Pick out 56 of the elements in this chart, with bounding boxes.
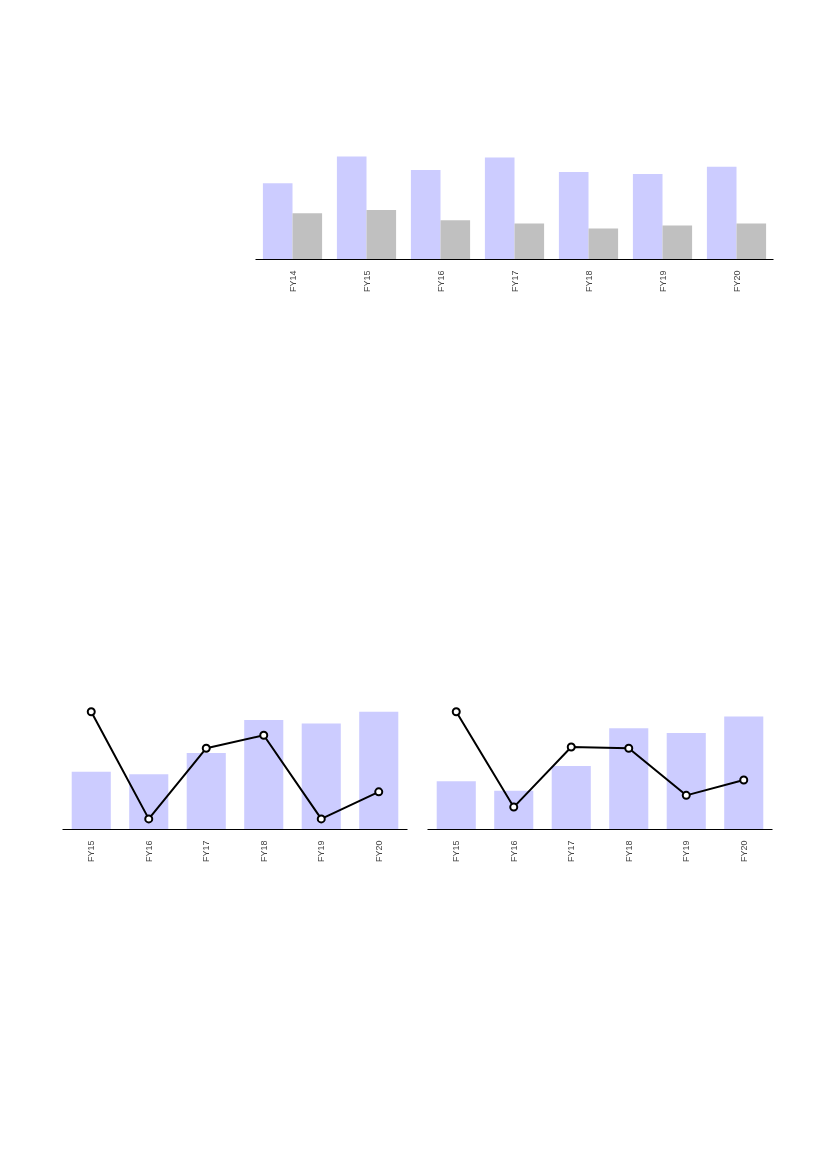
- x-tick-label: FY20: [738, 840, 749, 863]
- point: [86, 707, 96, 717]
- point: [681, 790, 691, 800]
- x-tick-label: FY15: [361, 270, 372, 293]
- bar: [186, 752, 226, 830]
- point: [739, 775, 749, 785]
- bar: [292, 213, 323, 260]
- x-tick-label: FY17: [566, 840, 577, 863]
- bar: [706, 166, 737, 260]
- x-tick-label: FY19: [657, 270, 668, 293]
- x-tick-label: FY17: [509, 270, 520, 293]
- x-tick-label: FY14: [287, 270, 298, 293]
- bar: [484, 157, 515, 260]
- bar: [440, 220, 471, 260]
- point: [259, 730, 269, 740]
- bar: [632, 174, 663, 260]
- x-tick-label: FY18: [258, 840, 269, 863]
- bar: [736, 223, 767, 260]
- bar: [359, 711, 399, 830]
- x-tick-label: FY16: [435, 270, 446, 293]
- bar: [662, 225, 693, 260]
- x-tick-label: FY20: [731, 270, 742, 293]
- x-tick-label: FY19: [316, 840, 327, 863]
- x-tick-label: FY18: [583, 270, 594, 293]
- point: [624, 743, 634, 753]
- bar: [551, 765, 591, 830]
- bar: [336, 156, 367, 260]
- x-tick-label: FY16: [143, 840, 154, 863]
- bar: [588, 228, 619, 260]
- bar: [262, 183, 293, 260]
- bar: [494, 790, 534, 830]
- point: [144, 814, 154, 824]
- bar: [301, 723, 341, 830]
- x-tick-label: FY17: [201, 840, 212, 863]
- point: [374, 787, 384, 797]
- point: [451, 707, 461, 717]
- bar: [129, 774, 169, 830]
- bar: [666, 732, 706, 830]
- x-tick-label: FY19: [681, 840, 692, 863]
- bar: [514, 223, 545, 260]
- x-tick-label: FY15: [451, 840, 462, 863]
- point: [566, 742, 576, 752]
- bar: [71, 771, 111, 830]
- bar: [436, 781, 476, 830]
- x-tick-label: FY16: [508, 840, 519, 863]
- point: [316, 814, 326, 824]
- bar: [244, 719, 284, 830]
- x-tick-label: FY18: [623, 840, 634, 863]
- bar: [366, 210, 397, 260]
- point: [201, 743, 211, 753]
- bar: [724, 716, 764, 830]
- bar: [558, 171, 589, 260]
- bar: [609, 728, 649, 830]
- x-tick-label: FY15: [86, 840, 97, 863]
- bar: [410, 169, 441, 260]
- x-tick-label: FY20: [373, 840, 384, 863]
